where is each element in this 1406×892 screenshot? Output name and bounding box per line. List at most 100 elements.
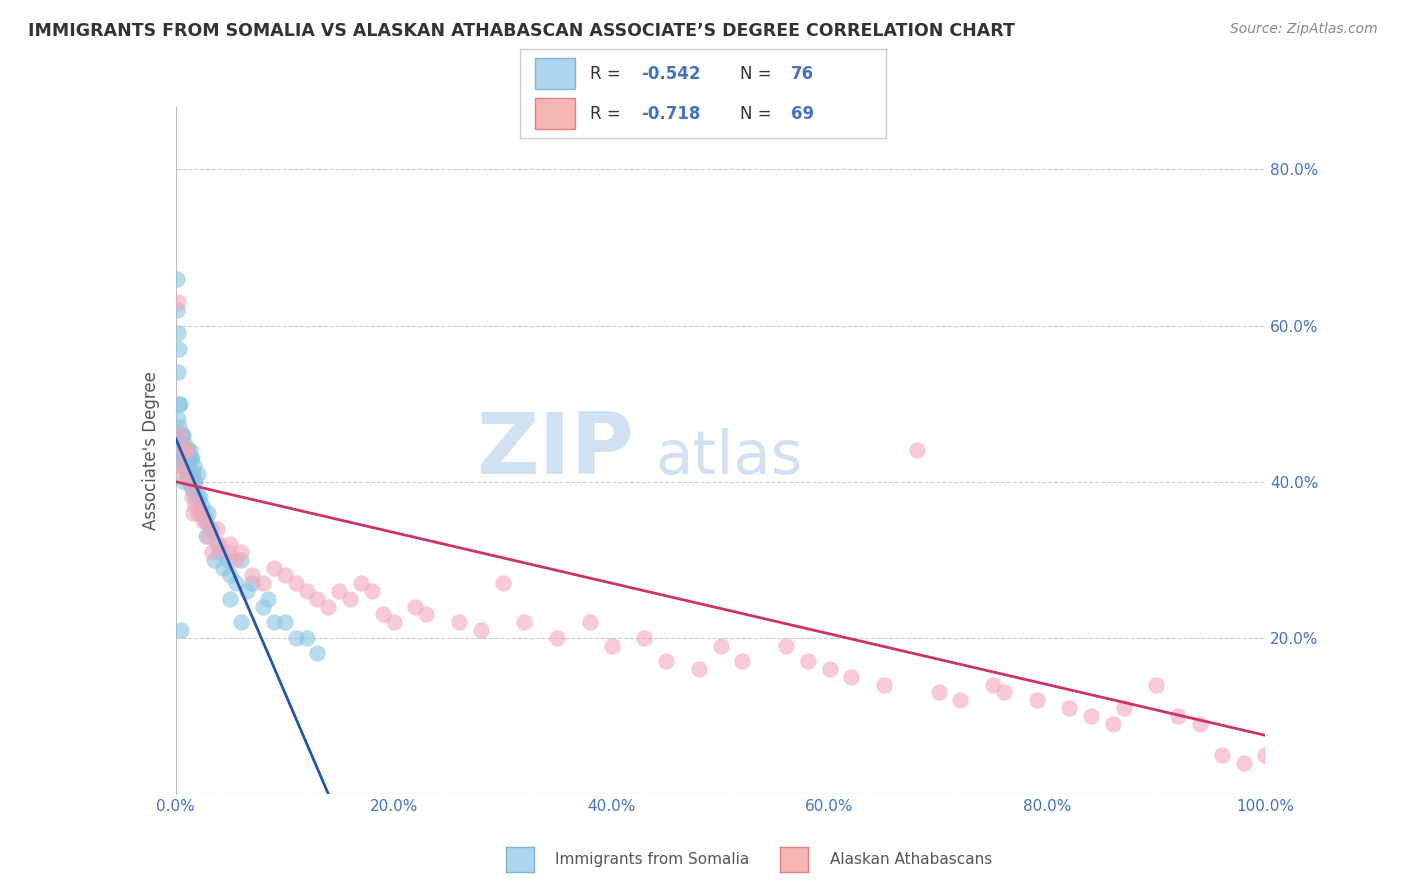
Point [470, 623, 492, 637]
Point [166, 271, 188, 285]
Point [240, 576, 263, 591]
Point [1080, 708, 1102, 723]
Point [177, 467, 200, 481]
Point [173, 435, 195, 450]
Point [183, 475, 205, 489]
Point [167, 295, 190, 310]
Point [295, 583, 318, 598]
Point [167, 396, 190, 410]
Point [173, 475, 195, 489]
Point [181, 483, 204, 497]
Point [195, 514, 218, 528]
Point [1254, 747, 1277, 762]
Point [191, 498, 214, 512]
Point [371, 607, 394, 622]
Point [231, 545, 253, 559]
Point [841, 670, 863, 684]
Point [1232, 756, 1256, 770]
Point [731, 654, 754, 668]
Point [350, 576, 373, 591]
Point [600, 639, 623, 653]
Point [177, 475, 200, 489]
Point [195, 514, 218, 528]
Point [188, 506, 211, 520]
Point [284, 576, 307, 591]
Text: ZIP: ZIP [475, 409, 633, 492]
Point [181, 490, 204, 504]
Point [492, 576, 515, 591]
Point [173, 451, 195, 466]
Text: -0.542: -0.542 [641, 64, 700, 83]
Point [328, 583, 350, 598]
Point [169, 427, 191, 442]
Point [169, 451, 191, 466]
Point [169, 427, 191, 442]
Point [252, 599, 274, 614]
Point [415, 607, 437, 622]
Point [179, 443, 201, 458]
Point [1112, 701, 1135, 715]
Point [263, 615, 285, 630]
Point [181, 451, 204, 466]
Text: Source: ZipAtlas.com: Source: ZipAtlas.com [1230, 22, 1378, 37]
Point [274, 568, 297, 582]
Point [284, 631, 307, 645]
Point [211, 560, 233, 574]
Point [202, 552, 225, 567]
Point [360, 583, 382, 598]
Point [172, 443, 194, 458]
Point [513, 615, 536, 630]
Point [949, 693, 972, 707]
Point [546, 631, 568, 645]
Text: 76: 76 [790, 64, 814, 83]
Text: R =: R = [589, 64, 626, 83]
Point [208, 537, 231, 551]
Point [307, 646, 329, 660]
Point [1057, 701, 1080, 715]
Point [688, 662, 710, 676]
Text: -0.718: -0.718 [641, 104, 700, 123]
Text: atlas: atlas [655, 428, 803, 487]
Point [307, 591, 329, 606]
Point [205, 537, 228, 551]
Point [174, 443, 197, 458]
Point [905, 443, 928, 458]
Point [633, 631, 655, 645]
Point [1189, 716, 1212, 731]
Text: N =: N = [740, 64, 776, 83]
Point [172, 427, 194, 442]
Point [1167, 708, 1189, 723]
Point [1144, 678, 1167, 692]
Point [176, 443, 198, 458]
Point [197, 506, 219, 520]
Point [170, 458, 193, 473]
Point [184, 490, 207, 504]
Point [1211, 747, 1233, 762]
Point [200, 521, 222, 535]
Point [197, 529, 219, 543]
Point [177, 451, 200, 466]
Point [219, 591, 242, 606]
Point [172, 443, 194, 458]
Point [818, 662, 841, 676]
Point [181, 483, 204, 497]
Point [775, 639, 797, 653]
Point [993, 685, 1015, 699]
Point [181, 506, 204, 520]
Point [274, 615, 297, 630]
Point [405, 599, 427, 614]
Point [208, 545, 231, 559]
Point [180, 451, 202, 466]
Text: Alaskan Athabascans: Alaskan Athabascans [830, 853, 991, 867]
Point [1025, 693, 1047, 707]
Point [176, 451, 198, 466]
Point [339, 591, 361, 606]
Point [172, 427, 194, 442]
Point [447, 615, 470, 630]
Point [172, 458, 194, 473]
Point [188, 490, 211, 504]
Point [172, 443, 194, 458]
Point [184, 498, 207, 512]
Point [981, 678, 1004, 692]
Point [173, 467, 195, 481]
